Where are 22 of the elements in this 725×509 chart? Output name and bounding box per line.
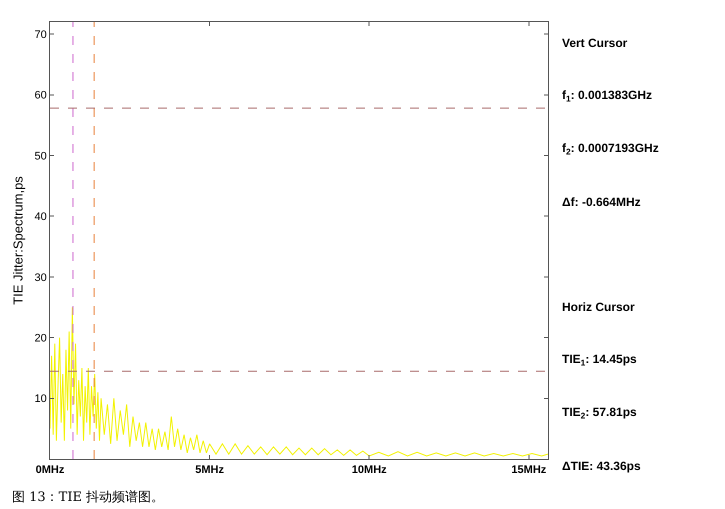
x-tick-label: 0MHz bbox=[36, 464, 65, 476]
text: TIE$_{2}$: 57.81ps bbox=[562, 405, 638, 421]
caption: 图 13：TIE 抖动频谱图。 bbox=[12, 490, 164, 505]
text: Vert Cursor bbox=[562, 36, 628, 50]
y-axis-title: TIE Jitter:Spectrum,ps bbox=[10, 176, 26, 305]
y-tick-label: 70 bbox=[34, 28, 47, 41]
y-tick-label: 30 bbox=[34, 272, 47, 284]
y-tick-label: 20 bbox=[34, 332, 47, 344]
x-tick-label: 10MHz bbox=[352, 464, 388, 476]
text: ΔTIE: 43.36ps bbox=[562, 459, 641, 473]
text: f$_{2}$: 0.0007193GHz bbox=[562, 141, 659, 157]
x-tick-label: 15MHz bbox=[511, 464, 547, 476]
text: Horiz Cursor bbox=[562, 300, 636, 314]
text: TIE$_{1}$: 14.45ps bbox=[562, 352, 638, 368]
text: f$_{1}$: 0.001383GHz bbox=[562, 88, 652, 104]
x-tick-label: 5MHz bbox=[195, 464, 224, 476]
y-tick-label: 50 bbox=[34, 150, 47, 162]
y-tick-label: 60 bbox=[34, 90, 47, 102]
line-series bbox=[50, 306, 548, 456]
y-tick-label: 40 bbox=[34, 211, 47, 224]
y-tick-label: 10 bbox=[34, 393, 47, 406]
text: Δf: -0.664MHz bbox=[562, 195, 641, 209]
